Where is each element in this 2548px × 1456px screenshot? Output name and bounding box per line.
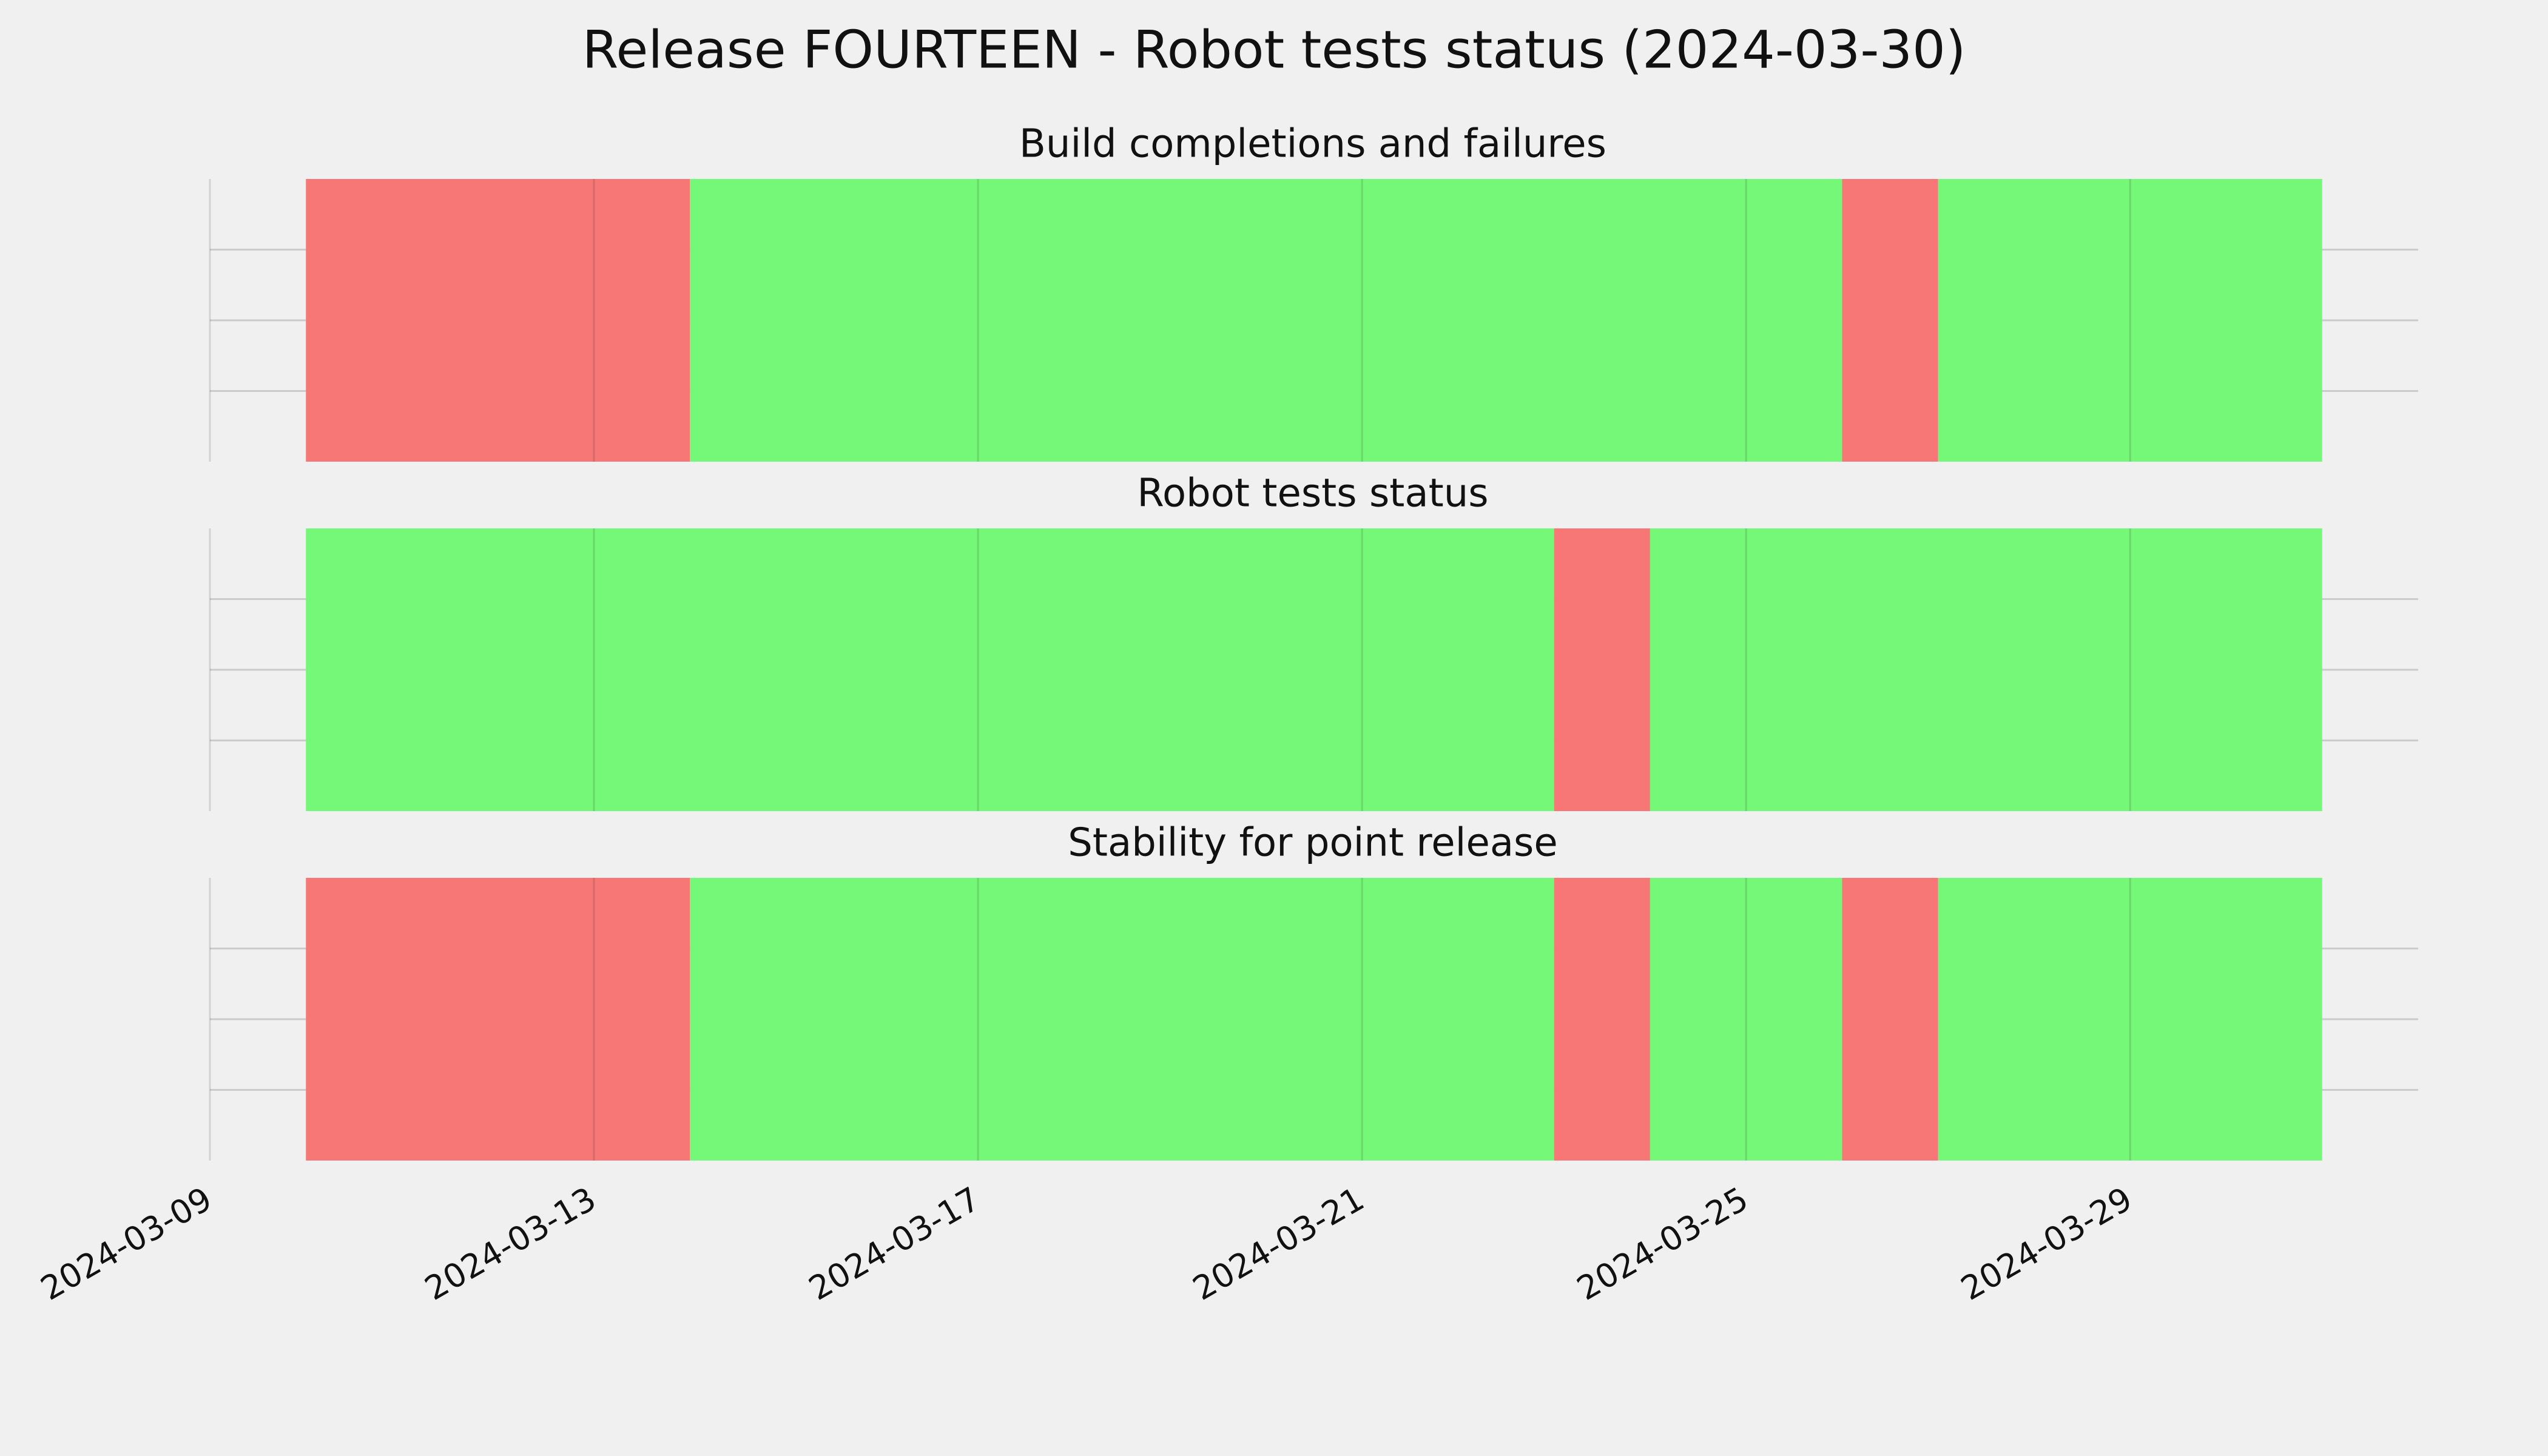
chart-title: Release FOURTEEN - Robot tests status (2… xyxy=(582,19,1966,80)
panel-title: Robot tests status xyxy=(1137,471,1488,516)
status-span xyxy=(1554,878,1650,1161)
status-span xyxy=(306,878,690,1161)
status-span xyxy=(1938,878,2322,1161)
status-span xyxy=(306,528,1554,811)
panel-title: Stability for point release xyxy=(1068,821,1558,866)
status-span xyxy=(690,878,1554,1161)
status-span xyxy=(1650,528,2322,811)
status-span xyxy=(306,179,690,462)
status-span xyxy=(1842,179,1938,462)
panel-title: Build completions and failures xyxy=(1019,122,1606,167)
status-span xyxy=(1938,179,2322,462)
status-span xyxy=(690,179,1842,462)
status-span xyxy=(1650,878,1842,1161)
status-span xyxy=(1554,528,1650,811)
status-span xyxy=(1842,878,1938,1161)
